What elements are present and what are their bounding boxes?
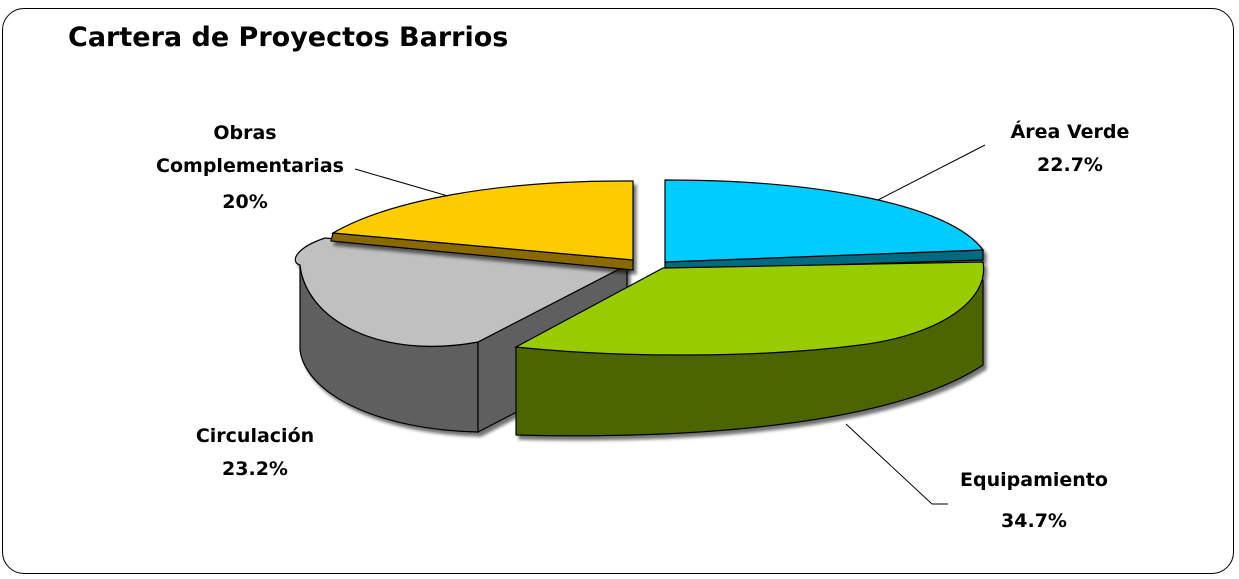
label-circulacion-value: 23.2%: [222, 458, 288, 480]
leader-line-obras: [354, 168, 449, 197]
slice-equipamiento[interactable]: [514, 261, 985, 437]
leader-line-equipamiento: [845, 423, 948, 505]
label-circulacion-name: Circulación: [196, 425, 314, 447]
label-obras-value: 20%: [222, 191, 267, 213]
slice-obras-top: [331, 180, 634, 261]
leader-line-area-verde: [877, 144, 986, 201]
slice-area-verde[interactable]: [664, 179, 985, 271]
label-area-verde-value: 22.7%: [1037, 154, 1103, 176]
label-equipamiento-value: 34.7%: [1001, 510, 1067, 532]
label-area-verde-name: Área Verde: [1011, 120, 1130, 143]
slice-area-verde-top: [664, 179, 985, 263]
label-obras-line2: Complementarias: [156, 155, 344, 177]
slice-obras-complementarias[interactable]: [330, 180, 634, 271]
slice-equipamiento-top: [514, 261, 985, 356]
chart-title: Cartera de Proyectos Barrios: [68, 22, 509, 53]
label-obras-line1: Obras: [213, 122, 276, 144]
slice-circulacion-top: [294, 237, 630, 347]
label-equipamiento-name: Equipamiento: [960, 469, 1108, 491]
